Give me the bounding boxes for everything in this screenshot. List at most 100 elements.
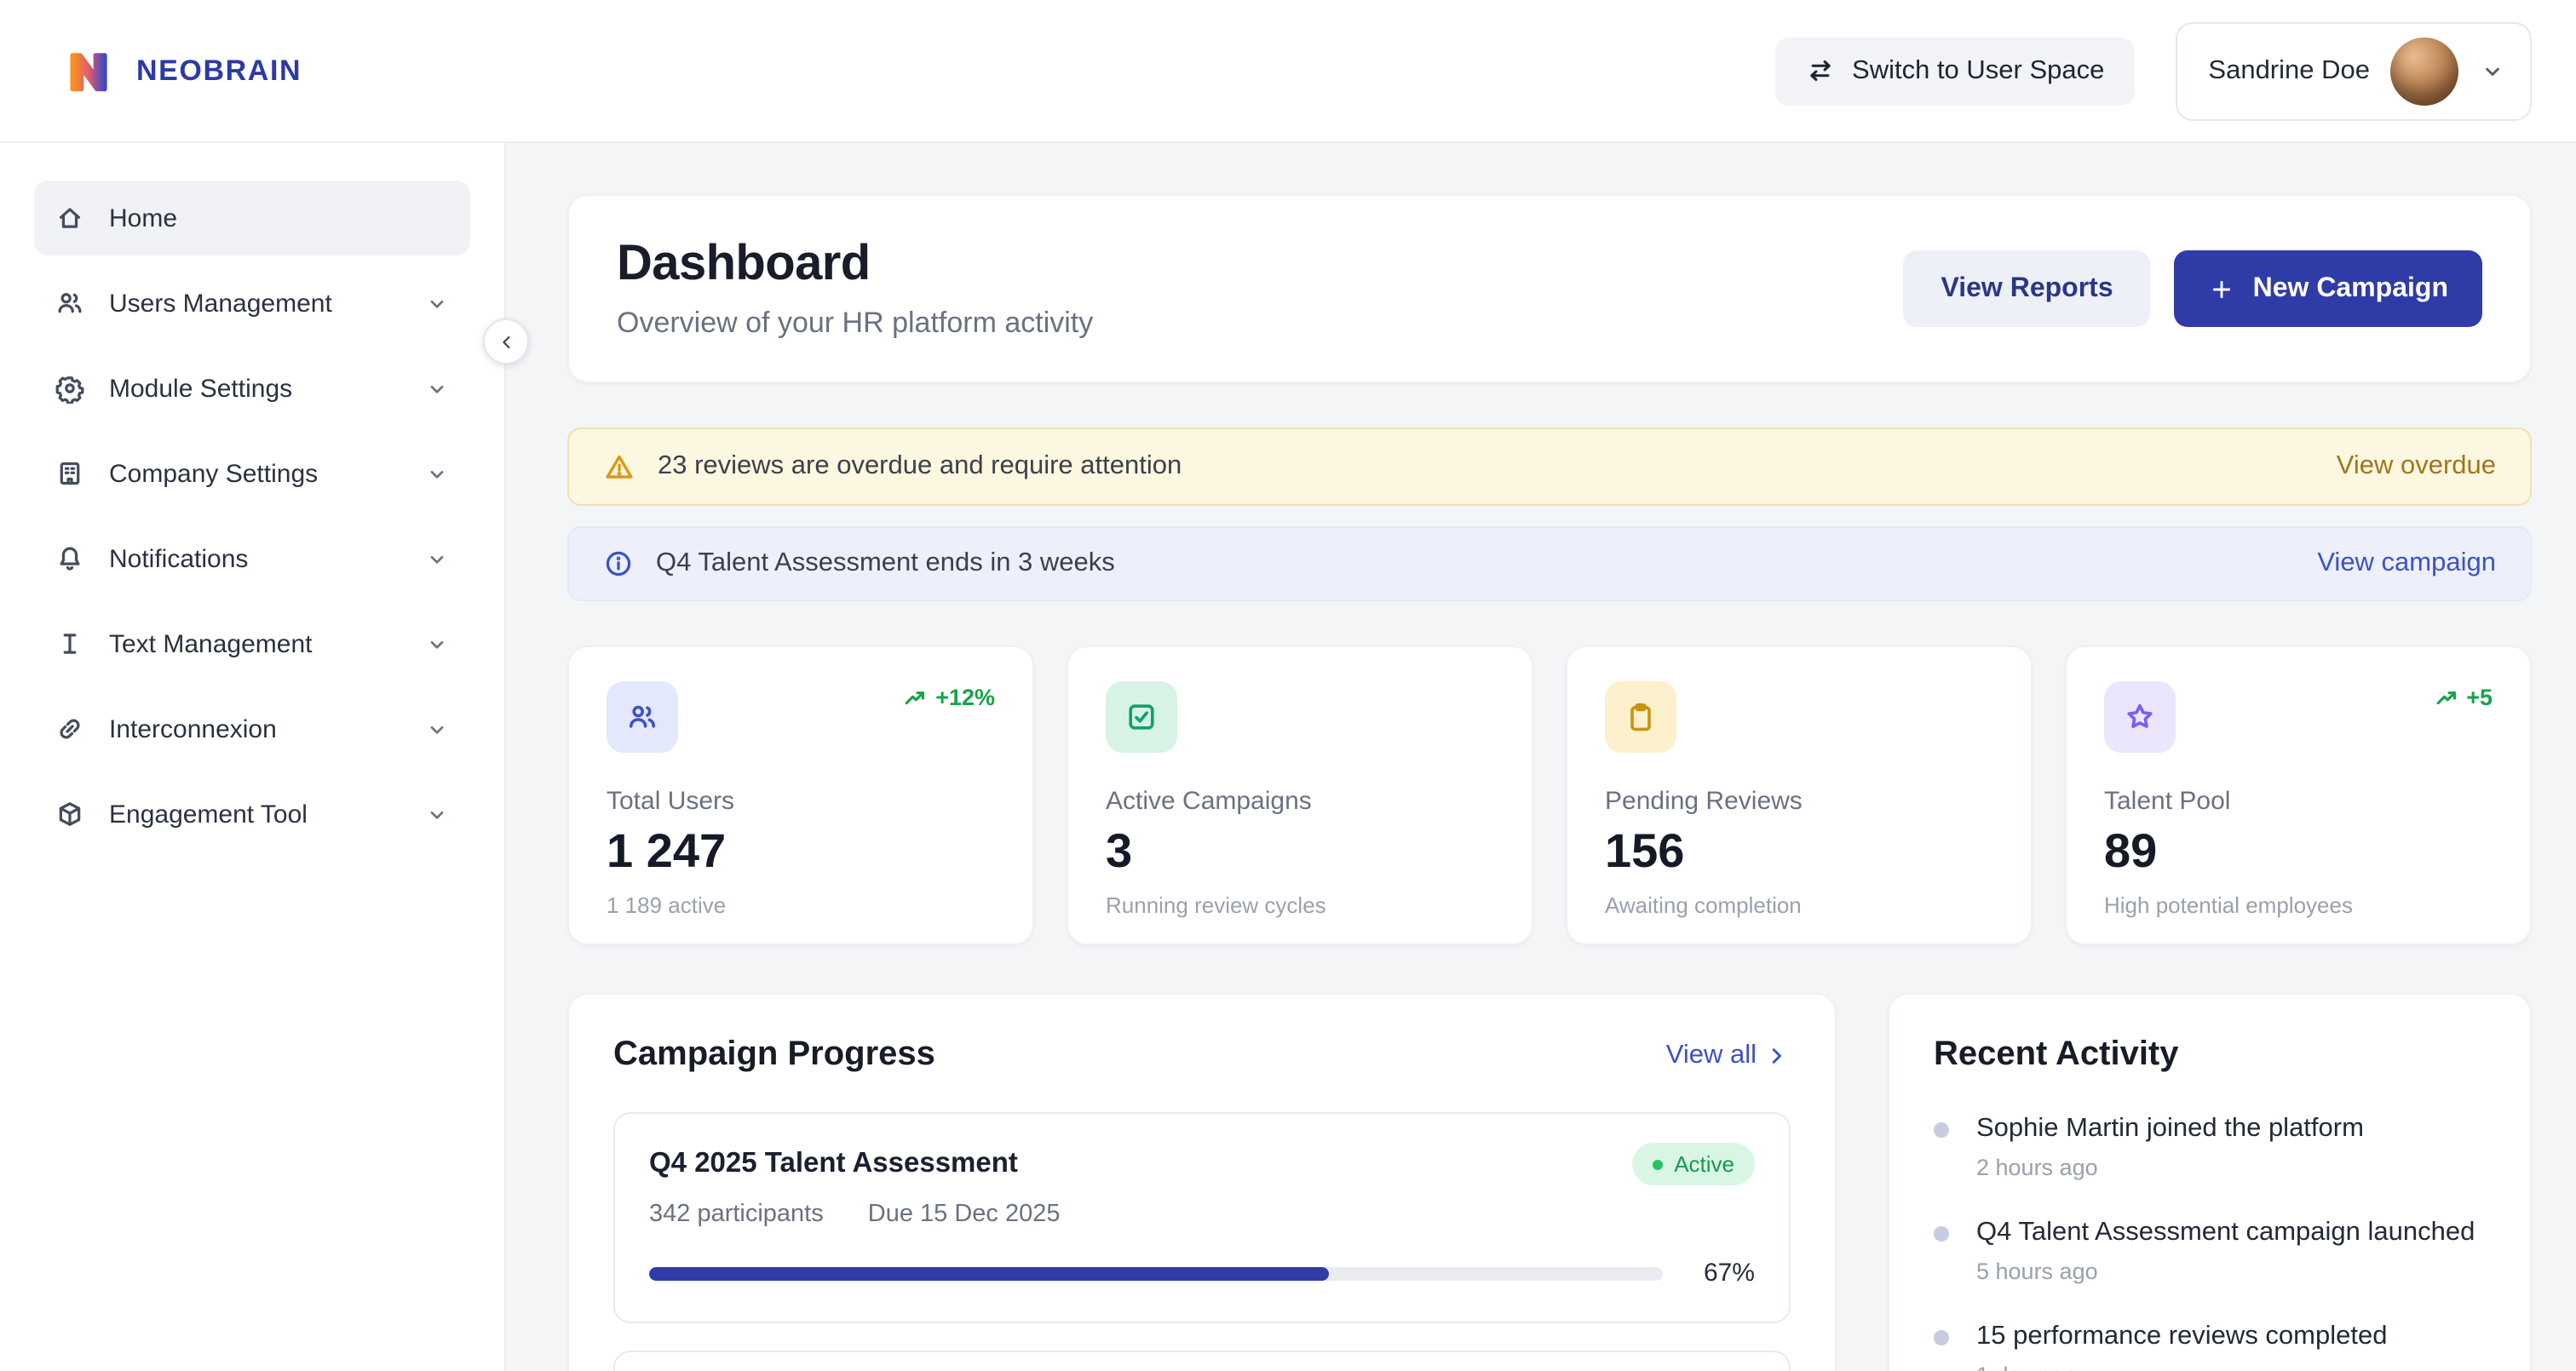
trend-value: +5: [2466, 685, 2493, 710]
recent-activity-panel: Recent Activity Sophie Martin joined the…: [1888, 993, 2532, 1371]
sidebar-item-module-settings[interactable]: Module Settings: [34, 351, 470, 426]
star-icon: [2104, 681, 2176, 753]
sidebar-item-home[interactable]: Home: [34, 181, 470, 255]
sidebar-item-company-settings[interactable]: Company Settings: [34, 436, 470, 511]
stats-row: +12% Total Users 1 247 1 189 active Acti…: [567, 645, 2532, 945]
gear-icon: [55, 376, 84, 404]
switch-to-user-space-button[interactable]: Switch to User Space: [1775, 37, 2136, 105]
chevron-down-icon: [430, 469, 444, 478]
campaign-progress-title: Campaign Progress: [613, 1035, 935, 1073]
activity-time: 2 hours ago: [1976, 1155, 2098, 1181]
info-text: Q4 Talent Assessment ends in 3 weeks: [656, 548, 1115, 577]
stat-card-total-users: +12% Total Users 1 247 1 189 active: [567, 645, 1034, 945]
warning-text: 23 reviews are overdue and require atten…: [658, 451, 1182, 480]
sidebar-item-label: Company Settings: [109, 459, 319, 488]
campaign-info-banner: Q4 Talent Assessment ends in 3 weeks Vie…: [567, 526, 2532, 601]
stat-value: 1 247: [607, 824, 727, 877]
user-menu[interactable]: Sandrine Doe: [2176, 21, 2532, 120]
stat-sub: Running review cycles: [1106, 892, 1326, 918]
overdue-warning-banner: 23 reviews are overdue and require atten…: [567, 427, 2532, 506]
stat-card-talent-pool: +5 Talent Pool 89 High potential employe…: [2065, 645, 2532, 945]
trend-badge: +5: [2434, 685, 2493, 710]
campaign-name: Q4 2025 Talent Assessment: [649, 1148, 1018, 1179]
sidebar-item-label: Module Settings: [109, 374, 293, 403]
view-reports-button[interactable]: View Reports: [1903, 250, 2151, 327]
page-header-text: Dashboard Overview of your HR platform a…: [617, 237, 1093, 341]
activity-text: 15 performance reviews completed: [1976, 1322, 2388, 1351]
status-dot: [1652, 1159, 1663, 1169]
stat-sub: Awaiting completion: [1605, 892, 1802, 918]
topbar-actions: Switch to User Space Sandrine Doe: [1775, 21, 2532, 120]
chevron-down-icon: [430, 299, 444, 307]
page-header-actions: View Reports New Campaign: [1903, 250, 2482, 327]
activity-item: Sophie Martin joined the platform 2 hour…: [1934, 1112, 2486, 1180]
sidebar-item-users-management[interactable]: Users Management: [34, 266, 470, 341]
sidebar-item-label: Text Management: [109, 629, 313, 658]
new-campaign-label: New Campaign: [2252, 273, 2448, 302]
sidebar-item-text-management[interactable]: Text Management: [34, 606, 470, 681]
stat-label: Active Campaigns: [1106, 787, 1312, 816]
bell-icon: [60, 547, 80, 571]
info-icon: [606, 551, 631, 577]
chevron-down-icon: [430, 640, 444, 648]
new-campaign-button[interactable]: New Campaign: [2174, 250, 2482, 327]
main-content: Dashboard Overview of your HR platform a…: [506, 143, 2576, 1371]
stat-sub: High potential employees: [2104, 892, 2353, 918]
progress-bar-fill: [649, 1266, 1329, 1280]
view-overdue-link[interactable]: View overdue: [2336, 451, 2496, 480]
text-icon: [63, 634, 77, 654]
sidebar-item-label: Interconnexion: [109, 714, 277, 743]
warning-icon: [606, 454, 633, 478]
avatar: [2390, 37, 2458, 105]
campaign-due-date: Due 15 Dec 2025: [867, 1201, 1061, 1228]
chevron-down-icon: [2486, 66, 2499, 75]
stat-sub: 1 189 active: [607, 892, 727, 918]
activity-time: 5 hours ago: [1976, 1259, 2098, 1285]
link-icon: [60, 719, 80, 739]
progress-percent: 67%: [1703, 1259, 1755, 1288]
stat-card-active-campaigns: Active Campaigns 3 Running review cycles: [1067, 645, 1533, 945]
bottom-panels: Campaign Progress View all Q4 2025 Talen…: [567, 993, 2532, 1371]
view-campaign-link[interactable]: View campaign: [2317, 548, 2496, 577]
activity-dot: [1934, 1330, 1949, 1346]
users-icon: [607, 681, 678, 753]
sidebar-item-interconnexion[interactable]: Interconnexion: [34, 691, 470, 766]
trend-up-icon: [2435, 691, 2456, 704]
sidebar-item-label: Notifications: [109, 544, 249, 573]
stat-label: Pending Reviews: [1605, 787, 1803, 816]
brand-name: NEOBRAIN: [136, 54, 302, 86]
activity-dot: [1934, 1226, 1949, 1242]
sidebar-item-engagement-tool[interactable]: Engagement Tool: [34, 777, 470, 852]
view-all-label: View all: [1665, 1040, 1757, 1069]
plus-icon: [2213, 279, 2231, 298]
chevron-down-icon: [430, 725, 444, 733]
user-name: Sandrine Doe: [2208, 55, 2370, 84]
sidebar-item-label: Users Management: [109, 289, 332, 318]
chevron-left-icon: [502, 335, 509, 348]
view-all-link[interactable]: View all: [1666, 1040, 1791, 1070]
stat-label: Total Users: [607, 787, 735, 816]
activity-item: Q4 Talent Assessment campaign launched 5…: [1934, 1216, 2486, 1285]
page-title: Dashboard: [617, 237, 871, 291]
sidebar-item-label: Engagement Tool: [109, 800, 308, 829]
switch-button-label: Switch to User Space: [1852, 55, 2105, 84]
stat-label: Talent Pool: [2104, 787, 2231, 816]
status-badge: Active: [1631, 1143, 1755, 1185]
sidebar-item-label: Home: [109, 204, 178, 232]
clipboard-icon: [1605, 681, 1676, 753]
sidebar: Home Users Management Module Settings C: [0, 143, 506, 1371]
trend-badge: +12%: [903, 685, 995, 710]
status-label: Active: [1674, 1151, 1734, 1177]
sidebar-collapse-button[interactable]: [483, 318, 529, 364]
chevron-down-icon: [430, 810, 444, 818]
sidebar-item-notifications[interactable]: Notifications: [34, 521, 470, 596]
activity-list: Sophie Martin joined the platform 2 hour…: [1934, 1112, 2486, 1371]
brand-logo: NEOBRAIN: [61, 43, 302, 98]
check-square-icon: [1106, 681, 1177, 753]
activity-dot: [1934, 1122, 1949, 1138]
page-header-card: Dashboard Overview of your HR platform a…: [567, 194, 2532, 383]
chevron-down-icon: [430, 554, 444, 563]
stat-value: 156: [1605, 824, 1685, 877]
users-icon: [58, 293, 82, 313]
